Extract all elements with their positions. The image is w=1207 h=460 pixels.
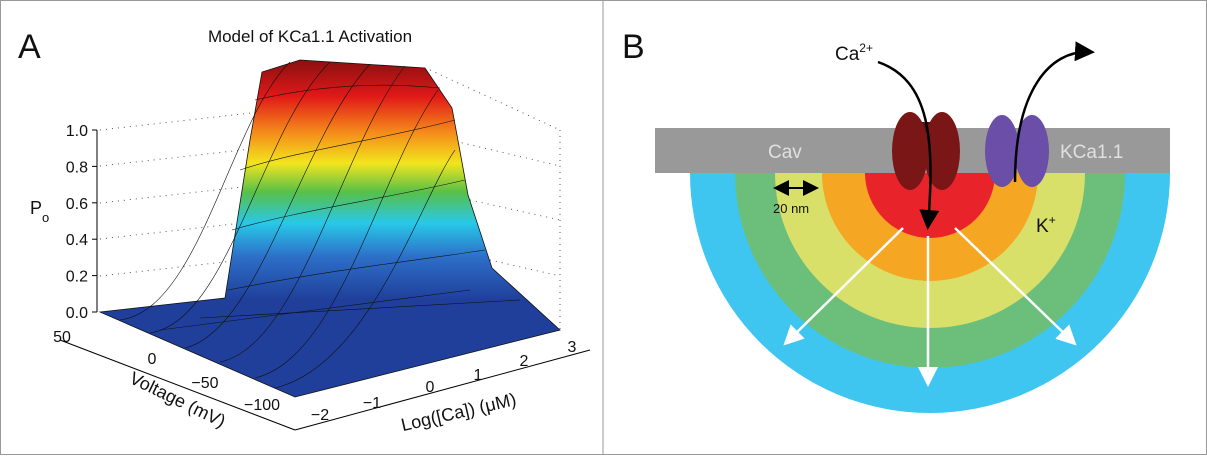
ca-tick-label: 3 [568,339,577,356]
cav-channel [892,112,960,190]
voltage-tick-label: −100 [244,397,280,414]
concentration-rings [690,173,1170,413]
z-tick-label: 0.6 [66,196,88,213]
scale-label: 20 nm [773,201,809,216]
z-label-sub: o [42,210,49,225]
kca-label: KCa1.1 [1060,142,1123,163]
z-axis-label: Po [30,198,49,225]
z-tick-label: 1.0 [66,123,88,140]
ca-tick-label: 1 [474,367,483,384]
surface [98,59,561,398]
k-text: K [1036,216,1049,237]
z-tick-label: 0.8 [66,159,88,176]
k-label: K+ [1036,213,1056,237]
k-arrow [1013,41,1095,183]
ca-text: Ca [835,44,860,65]
back-grid [99,69,561,330]
ca-axis [294,349,591,431]
z-tick-label: 0.4 [66,232,88,249]
cav-label: Cav [768,142,802,163]
z-tick-label: 0.0 [66,305,88,322]
panel-label: B [622,28,645,66]
panel-label: A [18,28,41,66]
ca-axis-label: Log([Ca]) (μM) [399,389,518,435]
voltage-axis [59,339,296,431]
surface-mesh [119,61,521,389]
voltage-tick-label: 50 [53,329,71,346]
ca-label: Ca2+ [835,41,873,65]
voltage-tick-label: −50 [191,375,218,392]
z-label: P [30,198,42,218]
plot-title: Model of KCa1.1 Activation [208,27,412,46]
diffusion-arrows [783,227,1077,387]
ca-sup: 2+ [859,41,873,55]
kca-channel [985,115,1049,187]
ca-tick-label: 2 [520,353,529,370]
voltage-tick-label: 0 [148,351,157,368]
ca-tick-label: −1 [363,395,381,412]
z-tick-label: 0.2 [66,269,88,286]
ca-arrow [877,60,940,230]
ca-tick-label: −2 [311,407,329,424]
ca-tick-label: 0 [426,379,435,396]
k-sup: + [1049,213,1056,227]
